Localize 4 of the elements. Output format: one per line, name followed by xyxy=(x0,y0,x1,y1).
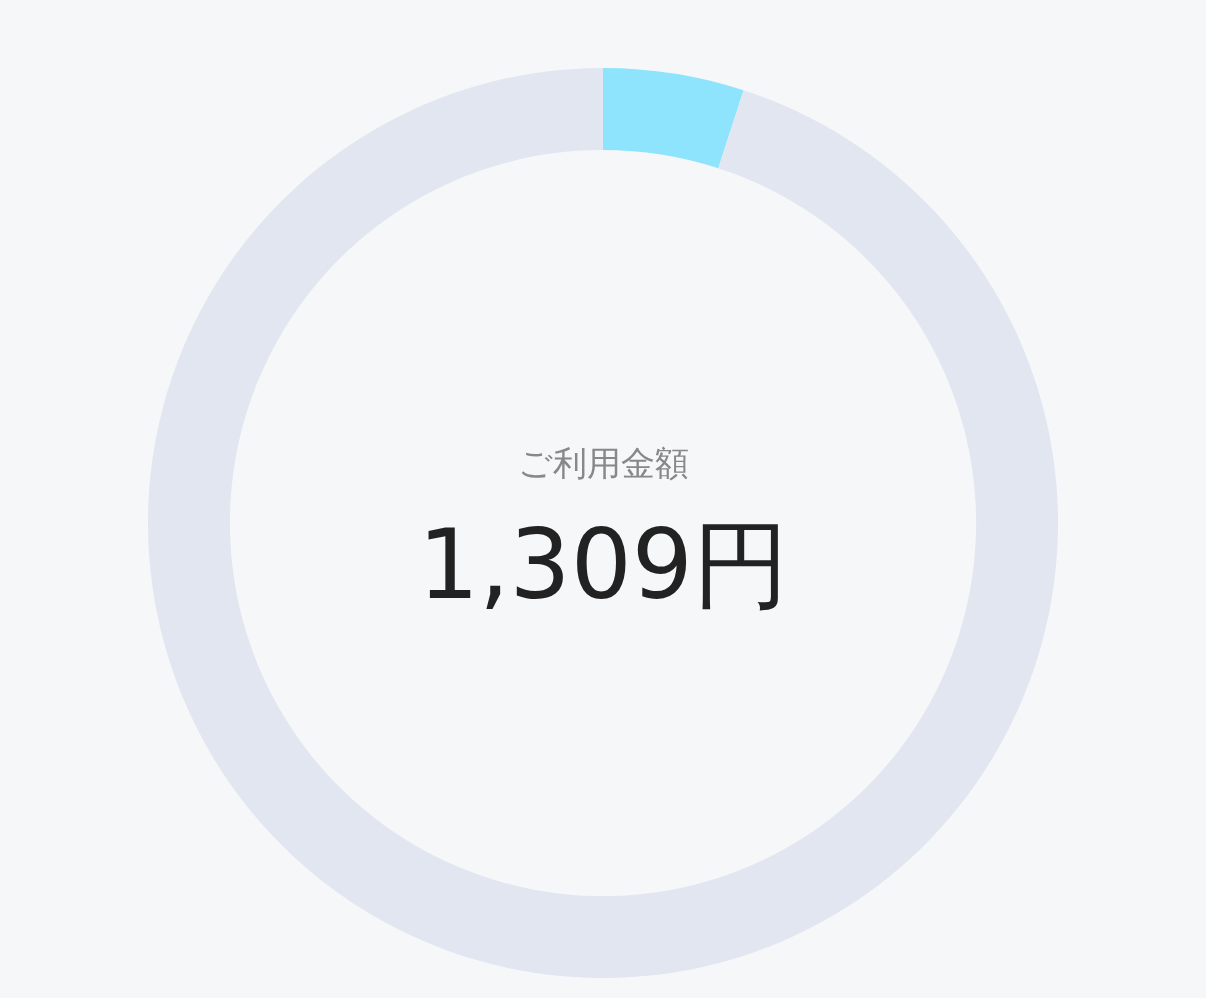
text: 1,309円 xyxy=(418,509,789,621)
text: ご利用金額 xyxy=(518,443,689,483)
donut-slice xyxy=(603,68,744,169)
donut-slice xyxy=(148,68,1058,978)
